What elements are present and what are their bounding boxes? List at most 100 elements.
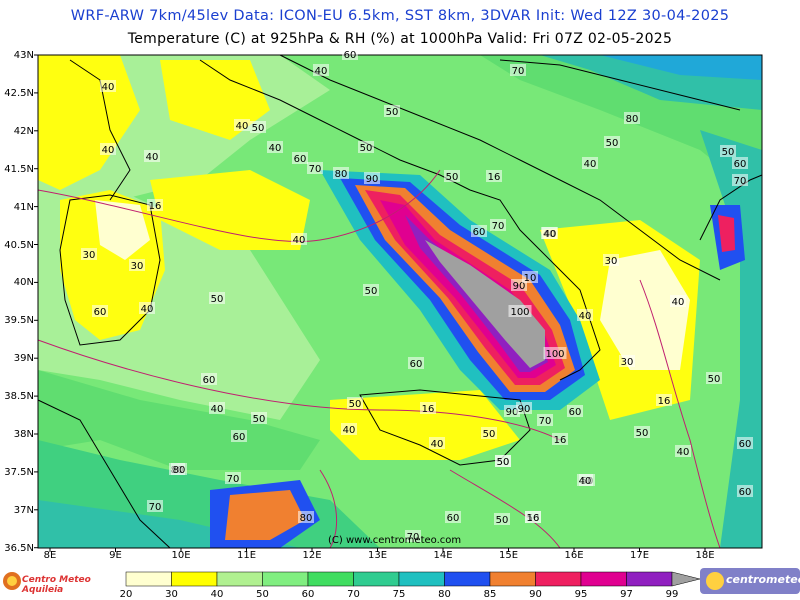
- lon-label: 13E: [367, 550, 388, 561]
- map-frame: [37, 54, 763, 549]
- coastline-italy-east: [279, 54, 721, 281]
- map-label-bg: [720, 145, 736, 157]
- lat-label: 42N: [13, 125, 34, 137]
- map-label-bg: [490, 219, 506, 231]
- map-value-label: 60: [739, 439, 752, 450]
- map-value-label: 30: [605, 256, 618, 267]
- map-value-label: 16: [554, 435, 567, 446]
- logo-left-text: Centro Meteo Aquileia: [22, 575, 91, 595]
- dry-zone-sicily: [330, 390, 520, 460]
- map-value-label: 60: [94, 307, 107, 318]
- map-label-bg: [737, 437, 753, 449]
- map-label-bg: [522, 271, 538, 283]
- rh-saturated-core: [425, 240, 545, 368]
- map-label-bg: [508, 305, 532, 317]
- map-label-bg: [405, 530, 421, 542]
- legend-tick-label: 60: [301, 589, 315, 600]
- map-value-label: 90: [366, 174, 379, 185]
- map-label-bg: [147, 500, 163, 512]
- map-label-bg: [552, 433, 568, 445]
- legend-color-box: [398, 571, 445, 587]
- map-label-bg: [706, 372, 722, 384]
- map-label-bg: [675, 445, 691, 457]
- map-label-bg: [139, 302, 155, 314]
- lat-label: 41.5N: [4, 163, 34, 175]
- map-value-label: 40: [315, 66, 328, 77]
- map-value-label: 50: [708, 374, 721, 385]
- map-label-bg: [537, 414, 553, 426]
- map-value-label: 100: [545, 349, 564, 360]
- map-label-bg: [732, 174, 748, 186]
- legend-tick-label: 80: [438, 589, 451, 600]
- legend-tick-label: 85: [483, 589, 497, 600]
- map-label-bg: [603, 254, 619, 266]
- lat-label: 38N: [13, 429, 34, 440]
- map-value-label: 80: [626, 114, 639, 125]
- map-value-label: 60: [473, 227, 486, 238]
- map-label-bg: [604, 136, 620, 148]
- map-label-bg: [100, 143, 116, 155]
- map-label-bg: [341, 423, 357, 435]
- map-value-label: 30: [83, 250, 96, 261]
- map-value-label: 80: [300, 513, 313, 524]
- map-label-bg: [209, 402, 225, 414]
- map-value-label: 16: [149, 201, 162, 212]
- header-line-2: Temperature (C) at 925hPa & RH (%) at 10…: [127, 31, 673, 47]
- legend-tick-label: 75: [392, 589, 406, 600]
- map-label-bg: [420, 402, 436, 414]
- map-value-label: 60: [410, 359, 423, 370]
- map-label-bg: [147, 199, 163, 211]
- axis-ticks: [34, 54, 706, 552]
- map-value-label: 70: [539, 416, 552, 427]
- coastline-sardinia: [59, 194, 161, 346]
- map-label-bg: [171, 463, 187, 475]
- lon-label: 15E: [498, 550, 519, 561]
- map-value-label: 40: [579, 311, 592, 322]
- map-value-label: 40: [102, 145, 115, 156]
- map-label-bg: [408, 357, 424, 369]
- dry-zone-tyrrhenian: [150, 170, 310, 250]
- map-label-bg: [358, 141, 374, 153]
- legend-color-box: [125, 571, 172, 587]
- lon-label: 17E: [629, 550, 650, 561]
- map-value-label: 50: [483, 429, 496, 440]
- map-value-label: 50: [211, 294, 224, 305]
- map-label-bg: [231, 430, 247, 442]
- map-label-bg: [347, 397, 363, 409]
- map-value-label: 60: [734, 159, 747, 170]
- isotherm-16-east: [639, 279, 721, 549]
- map-value-label: 40: [579, 476, 592, 487]
- map-value-label: 70: [492, 221, 505, 232]
- map-label-bg: [567, 405, 583, 417]
- header-line-1: WRF-ARW 7km/45lev Data: ICON-EU 6.5km, S…: [70, 8, 730, 24]
- map-label-bg: [429, 437, 445, 449]
- legend-tick-label: 90: [529, 589, 542, 600]
- map-value-label: 50: [636, 428, 649, 439]
- map-value-label: 50: [365, 286, 378, 297]
- map-label-bg: [251, 412, 267, 424]
- map-label-bg: [364, 172, 380, 184]
- map-label-bg: [307, 162, 323, 174]
- lat-label: 43N: [13, 50, 34, 61]
- map-label-bg: [543, 347, 567, 359]
- map-label-bg: [737, 485, 753, 497]
- rh-band-60-south: [38, 370, 320, 470]
- map-label-bg: [291, 233, 307, 245]
- map-value-label: 40: [146, 152, 159, 163]
- coastline-italy-west: [199, 59, 601, 381]
- lat-label: 40N: [13, 277, 34, 289]
- lat-label: 38.5N: [4, 391, 34, 403]
- map-label-bg: [577, 474, 593, 486]
- map-label-bg: [732, 157, 748, 169]
- map-label-bg: [634, 426, 650, 438]
- very-dry-apulia: [600, 250, 690, 370]
- legend-tick-label: 97: [620, 589, 633, 600]
- map-value-label: 40: [141, 304, 154, 315]
- map-value-label: 80: [173, 465, 186, 476]
- map-value-label: 16: [527, 513, 540, 524]
- moist-core-south: [225, 490, 305, 540]
- legend-overflow-arrow: [671, 571, 701, 587]
- legend-tick-label: 30: [165, 589, 178, 600]
- map-value-label: 60: [739, 487, 752, 498]
- legend-color-box: [216, 571, 263, 587]
